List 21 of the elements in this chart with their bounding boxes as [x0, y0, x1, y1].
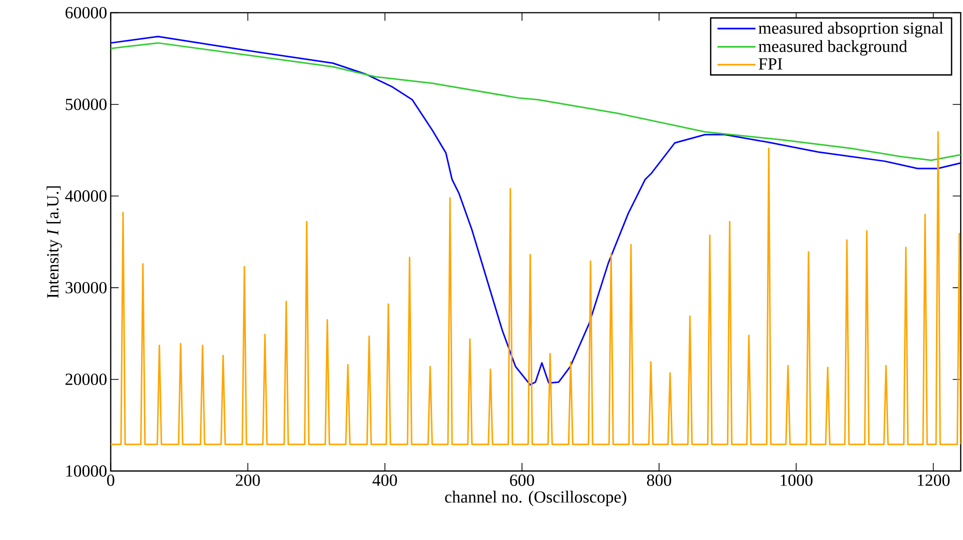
legend-label: measured absoprtion signal [758, 22, 944, 38]
legend-label: FPI [758, 58, 782, 70]
y-tick-label: 40000 [65, 190, 107, 202]
x-tick-label: 1200 [918, 474, 950, 486]
x-tick-label: 0 [107, 474, 114, 486]
x-axis-title: channel no. (Oscilloscope) [445, 490, 626, 506]
x-tick-label: 400 [372, 474, 397, 486]
y-tick-label: 20000 [66, 374, 107, 386]
y-tick-label: 10000 [66, 465, 107, 477]
line-series [110, 36, 961, 386]
x-tick-label: 600 [510, 474, 534, 486]
x-tick-label: 200 [236, 474, 260, 486]
y-tick-label: 50000 [66, 98, 107, 110]
y-tick-label: 60000 [66, 6, 107, 18]
x-tick-label: 800 [647, 474, 672, 486]
x-tick-label: 1000 [780, 474, 812, 486]
line-series [110, 131, 961, 446]
y-tick-label: 30000 [66, 282, 107, 294]
y-axis-title: Intensity I [a.U.] [46, 186, 62, 298]
line-series [110, 42, 961, 162]
legend-label: measured background [758, 40, 908, 56]
